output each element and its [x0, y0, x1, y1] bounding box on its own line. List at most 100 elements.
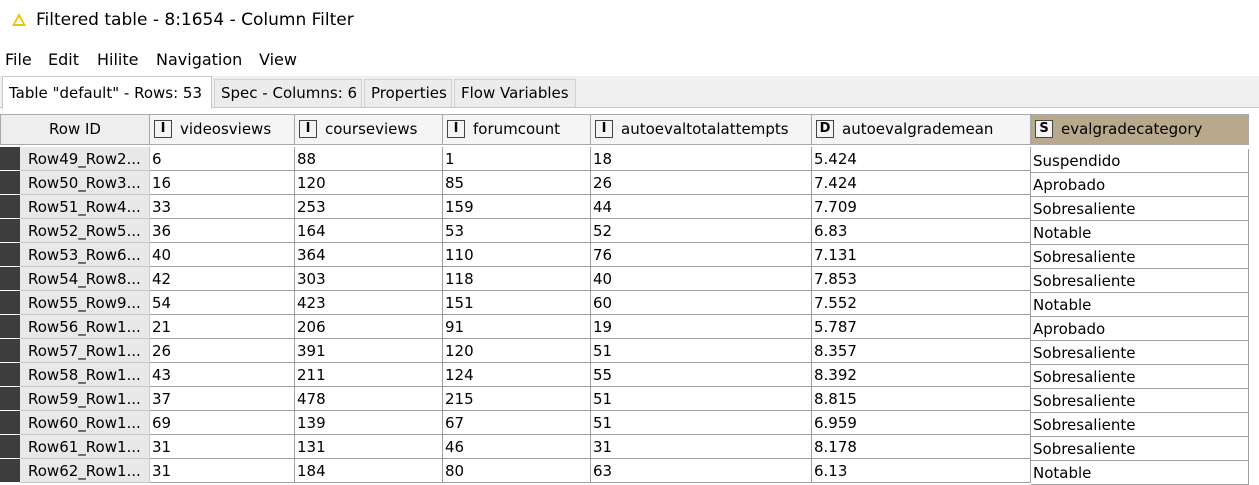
- menu-edit[interactable]: Edit: [48, 50, 79, 69]
- cell-evalgradecategory[interactable]: Sobresaliente: [1031, 389, 1249, 413]
- cell-forumcount[interactable]: 124: [443, 363, 591, 387]
- menu-view[interactable]: View: [259, 50, 297, 69]
- cell-evalgradecategory[interactable]: Sobresaliente: [1031, 197, 1249, 221]
- table-row[interactable]: Row59_Row1... 37 478 215 51 8.815 Sobresalient…: [0, 387, 1259, 413]
- cell-videosviews[interactable]: 26: [150, 339, 295, 363]
- table-row[interactable]: Row62_Row1... 31 184 80 63 6.13 Notable: [0, 459, 1259, 485]
- row-id-cell[interactable]: Row58_Row1...: [20, 363, 150, 387]
- cell-evalgradecategory[interactable]: Sobresaliente: [1031, 437, 1249, 461]
- cell-autoevaltotalattempts[interactable]: 76: [591, 243, 812, 267]
- cell-forumcount[interactable]: 80: [443, 459, 591, 483]
- table-row[interactable]: Row53_Row6... 40 364 110 76 7.131 Sobresalient…: [0, 243, 1259, 269]
- table-row[interactable]: Row56_Row1... 21 206 91 19 5.787 Aprobado: [0, 315, 1259, 341]
- cell-evalgradecategory[interactable]: Notable: [1031, 461, 1249, 485]
- cell-courseviews[interactable]: 211: [295, 363, 443, 387]
- cell-courseviews[interactable]: 184: [295, 459, 443, 483]
- cell-autoevaltotalattempts[interactable]: 52: [591, 219, 812, 243]
- row-id-cell[interactable]: Row59_Row1...: [20, 387, 150, 411]
- cell-forumcount[interactable]: 120: [443, 339, 591, 363]
- menu-hilite[interactable]: Hilite: [97, 50, 139, 69]
- cell-autoevalgrademean[interactable]: 7.552: [812, 291, 1031, 315]
- cell-forumcount[interactable]: 91: [443, 315, 591, 339]
- table-row[interactable]: Row50_Row3... 16 120 85 26 7.424 Aprobado: [0, 171, 1259, 197]
- cell-evalgradecategory[interactable]: Sobresaliente: [1031, 341, 1249, 365]
- cell-autoevaltotalattempts[interactable]: 60: [591, 291, 812, 315]
- cell-videosviews[interactable]: 31: [150, 435, 295, 459]
- menu-file[interactable]: File: [5, 50, 32, 69]
- cell-videosviews[interactable]: 40: [150, 243, 295, 267]
- cell-autoevaltotalattempts[interactable]: 55: [591, 363, 812, 387]
- cell-autoevaltotalattempts[interactable]: 63: [591, 459, 812, 483]
- cell-autoevaltotalattempts[interactable]: 51: [591, 411, 812, 435]
- cell-courseviews[interactable]: 164: [295, 219, 443, 243]
- cell-videosviews[interactable]: 36: [150, 219, 295, 243]
- cell-courseviews[interactable]: 423: [295, 291, 443, 315]
- cell-evalgradecategory[interactable]: Sobresaliente: [1031, 413, 1249, 437]
- cell-courseviews[interactable]: 139: [295, 411, 443, 435]
- cell-evalgradecategory[interactable]: Sobresaliente: [1031, 245, 1249, 269]
- cell-autoevalgrademean[interactable]: 5.787: [812, 315, 1031, 339]
- cell-autoevaltotalattempts[interactable]: 40: [591, 267, 812, 291]
- cell-autoevalgrademean[interactable]: 7.131: [812, 243, 1031, 267]
- cell-evalgradecategory[interactable]: Sobresaliente: [1031, 365, 1249, 389]
- cell-autoevaltotalattempts[interactable]: 19: [591, 315, 812, 339]
- cell-forumcount[interactable]: 159: [443, 195, 591, 219]
- cell-courseviews[interactable]: 120: [295, 171, 443, 195]
- table-row[interactable]: Row49_Row2... 6 88 1 18 5.424 Suspendido: [0, 147, 1259, 173]
- cell-autoevalgrademean[interactable]: 7.424: [812, 171, 1031, 195]
- cell-evalgradecategory[interactable]: Suspendido: [1031, 149, 1249, 173]
- menu-navigation[interactable]: Navigation: [156, 50, 243, 69]
- cell-videosviews[interactable]: 37: [150, 387, 295, 411]
- table-row[interactable]: Row60_Row1... 69 139 67 51 6.959 Sobresaliente: [0, 411, 1259, 437]
- cell-videosviews[interactable]: 33: [150, 195, 295, 219]
- cell-autoevalgrademean[interactable]: 6.83: [812, 219, 1031, 243]
- cell-videosviews[interactable]: 54: [150, 291, 295, 315]
- table-row[interactable]: Row57_Row1... 26 391 120 51 8.357 Sobresalient…: [0, 339, 1259, 365]
- cell-forumcount[interactable]: 67: [443, 411, 591, 435]
- row-id-cell[interactable]: Row54_Row8...: [20, 267, 150, 291]
- cell-videosviews[interactable]: 31: [150, 459, 295, 483]
- row-id-cell[interactable]: Row61_Row1...: [20, 435, 150, 459]
- table-row[interactable]: Row52_Row5... 36 164 53 52 6.83 Notable: [0, 219, 1259, 245]
- cell-forumcount[interactable]: 215: [443, 387, 591, 411]
- cell-autoevaltotalattempts[interactable]: 26: [591, 171, 812, 195]
- cell-evalgradecategory[interactable]: Aprobado: [1031, 173, 1249, 197]
- tab-table[interactable]: Table "default" - Rows: 53: [2, 76, 212, 109]
- cell-forumcount[interactable]: 118: [443, 267, 591, 291]
- cell-forumcount[interactable]: 46: [443, 435, 591, 459]
- cell-forumcount[interactable]: 53: [443, 219, 591, 243]
- cell-videosviews[interactable]: 43: [150, 363, 295, 387]
- cell-videosviews[interactable]: 16: [150, 171, 295, 195]
- cell-courseviews[interactable]: 131: [295, 435, 443, 459]
- cell-autoevaltotalattempts[interactable]: 51: [591, 339, 812, 363]
- cell-autoevalgrademean[interactable]: 8.392: [812, 363, 1031, 387]
- cell-forumcount[interactable]: 151: [443, 291, 591, 315]
- cell-courseviews[interactable]: 303: [295, 267, 443, 291]
- cell-courseviews[interactable]: 88: [295, 147, 443, 171]
- table-row[interactable]: Row51_Row4... 33 253 159 44 7.709 Sobresalient…: [0, 195, 1259, 221]
- cell-forumcount[interactable]: 1: [443, 147, 591, 171]
- row-id-cell[interactable]: Row49_Row2...: [20, 147, 150, 171]
- table-row[interactable]: Row61_Row1... 31 131 46 31 8.178 Sobresaliente: [0, 435, 1259, 461]
- table-row[interactable]: Row58_Row1... 43 211 124 55 8.392 Sobresalient…: [0, 363, 1259, 389]
- cell-autoevalgrademean[interactable]: 8.357: [812, 339, 1031, 363]
- row-id-cell[interactable]: Row57_Row1...: [20, 339, 150, 363]
- cell-evalgradecategory[interactable]: Notable: [1031, 293, 1249, 317]
- table-row[interactable]: Row55_Row9... 54 423 151 60 7.552 Notable: [0, 291, 1259, 317]
- cell-autoevaltotalattempts[interactable]: 31: [591, 435, 812, 459]
- cell-videosviews[interactable]: 69: [150, 411, 295, 435]
- cell-courseviews[interactable]: 206: [295, 315, 443, 339]
- tab-properties[interactable]: Properties: [364, 79, 452, 107]
- rowid-header[interactable]: Row ID: [0, 114, 150, 145]
- cell-autoevalgrademean[interactable]: 6.13: [812, 459, 1031, 483]
- row-id-cell[interactable]: Row56_Row1...: [20, 315, 150, 339]
- cell-forumcount[interactable]: 110: [443, 243, 591, 267]
- cell-courseviews[interactable]: 253: [295, 195, 443, 219]
- row-id-cell[interactable]: Row51_Row4...: [20, 195, 150, 219]
